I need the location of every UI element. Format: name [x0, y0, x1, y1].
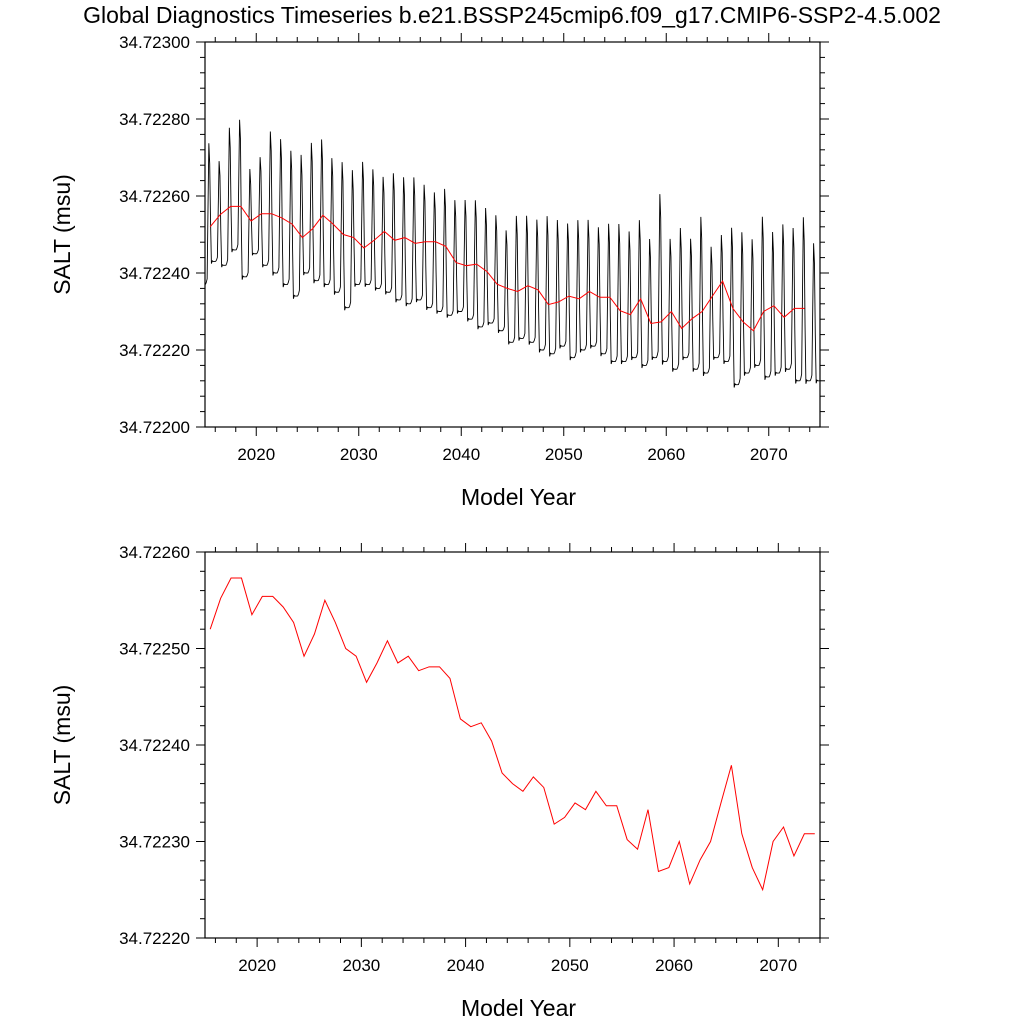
y-tick-label: 34.72200 — [119, 418, 190, 437]
x-tick-label: 2020 — [238, 956, 276, 975]
plot-frame — [204, 551, 821, 939]
y-tick-label: 34.72240 — [119, 264, 190, 283]
bottom-chart-panel: 2020 2030 2040 2050 2060 2070 34.72220 34.72230… — [49, 543, 829, 1021]
x-tick-label: 2050 — [551, 956, 589, 975]
y-tick-label: 34.72280 — [119, 110, 190, 129]
plot-frame — [204, 41, 821, 428]
x-tick-label: 2060 — [647, 445, 685, 464]
y-tick-label: 34.72230 — [119, 833, 190, 852]
y-tick-label: 34.72250 — [119, 640, 190, 659]
x-axis-title: Model Year — [461, 995, 576, 1021]
x-tick-label: 2070 — [759, 956, 797, 975]
figure-title: Global Diagnostics Timeseries b.e21.BSSP… — [83, 2, 941, 28]
y-axis-title: SALT (msu) — [49, 685, 75, 806]
annual-mean-series-line — [209, 577, 815, 892]
x-tick-label: 2030 — [340, 445, 378, 464]
annual-mean-series-line — [209, 205, 805, 332]
x-axis-title: Model Year — [461, 484, 576, 510]
y-tick-label: 34.72260 — [119, 543, 190, 562]
y-axis-title: SALT (msu) — [49, 174, 75, 295]
top-chart-panel: 2020 2030 2040 2050 2060 2070 34.72200 34.72220… — [49, 33, 829, 510]
monthly-series-line — [205, 119, 820, 388]
y-tick-label: 34.72220 — [119, 929, 190, 948]
x-tick-label: 2040 — [442, 445, 480, 464]
x-tick-label: 2040 — [447, 956, 485, 975]
y-tick-label: 34.72300 — [119, 33, 190, 52]
x-tick-label: 2050 — [545, 445, 583, 464]
x-tick-label: 2030 — [342, 956, 380, 975]
y-tick-label: 34.72260 — [119, 187, 190, 206]
y-tick-label: 34.72220 — [119, 341, 190, 360]
x-tick-label: 2060 — [655, 956, 693, 975]
x-tick-label: 2070 — [750, 445, 788, 464]
y-tick-label: 34.72240 — [119, 736, 190, 755]
x-tick-label: 2020 — [237, 445, 275, 464]
